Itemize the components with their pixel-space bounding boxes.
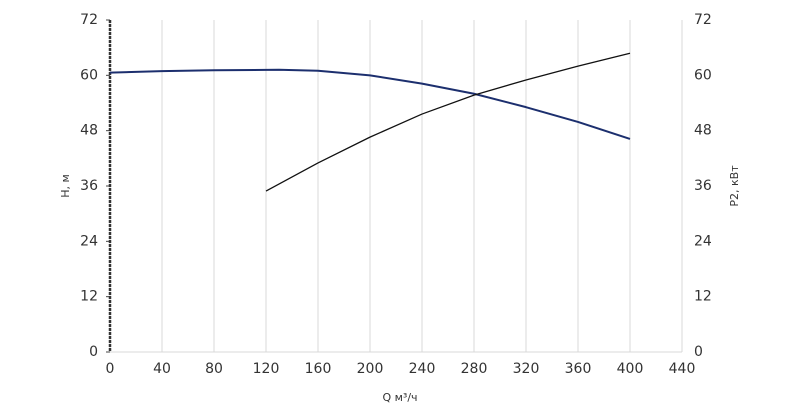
y2-axis-label: P2, кВт [728,165,741,207]
series-line [265,52,631,192]
x-tick-label: 240 [409,361,436,377]
y-tick-label: 24 [80,233,98,249]
series-line [109,68,631,140]
y-tick-label: 48 [80,123,98,139]
x-tick-label: 160 [305,361,332,377]
x-tick-label: 360 [565,361,592,377]
y2-tick-label: 60 [694,67,712,83]
x-tick-label: 200 [357,361,384,377]
y-tick-label: 12 [80,289,98,305]
x-tick-label: 80 [205,361,223,377]
x-tick-label: 280 [461,361,488,377]
y-tick-label: 60 [80,67,98,83]
y-tick-label: 0 [89,344,98,360]
x-tick-label: 40 [153,361,171,377]
y2-tick-label: 0 [694,344,703,360]
y2-tick-label: 24 [694,233,712,249]
y2-tick-label: 48 [694,123,712,139]
x-tick-label: 440 [669,361,696,377]
y-tick-label: 72 [80,12,98,28]
y2-tick-label: 12 [694,289,712,305]
x-tick-label: 0 [106,361,115,377]
y2-tick-label: 72 [694,12,712,28]
x-tick-label: 320 [513,361,540,377]
x-tick-label: 120 [253,361,280,377]
x-axis-label: Q м³/ч [382,391,417,404]
x-tick-label: 400 [617,361,644,377]
y-tick-label: 36 [80,178,98,194]
y-axis-label: H, м [59,174,72,198]
y2-tick-label: 36 [694,178,712,194]
